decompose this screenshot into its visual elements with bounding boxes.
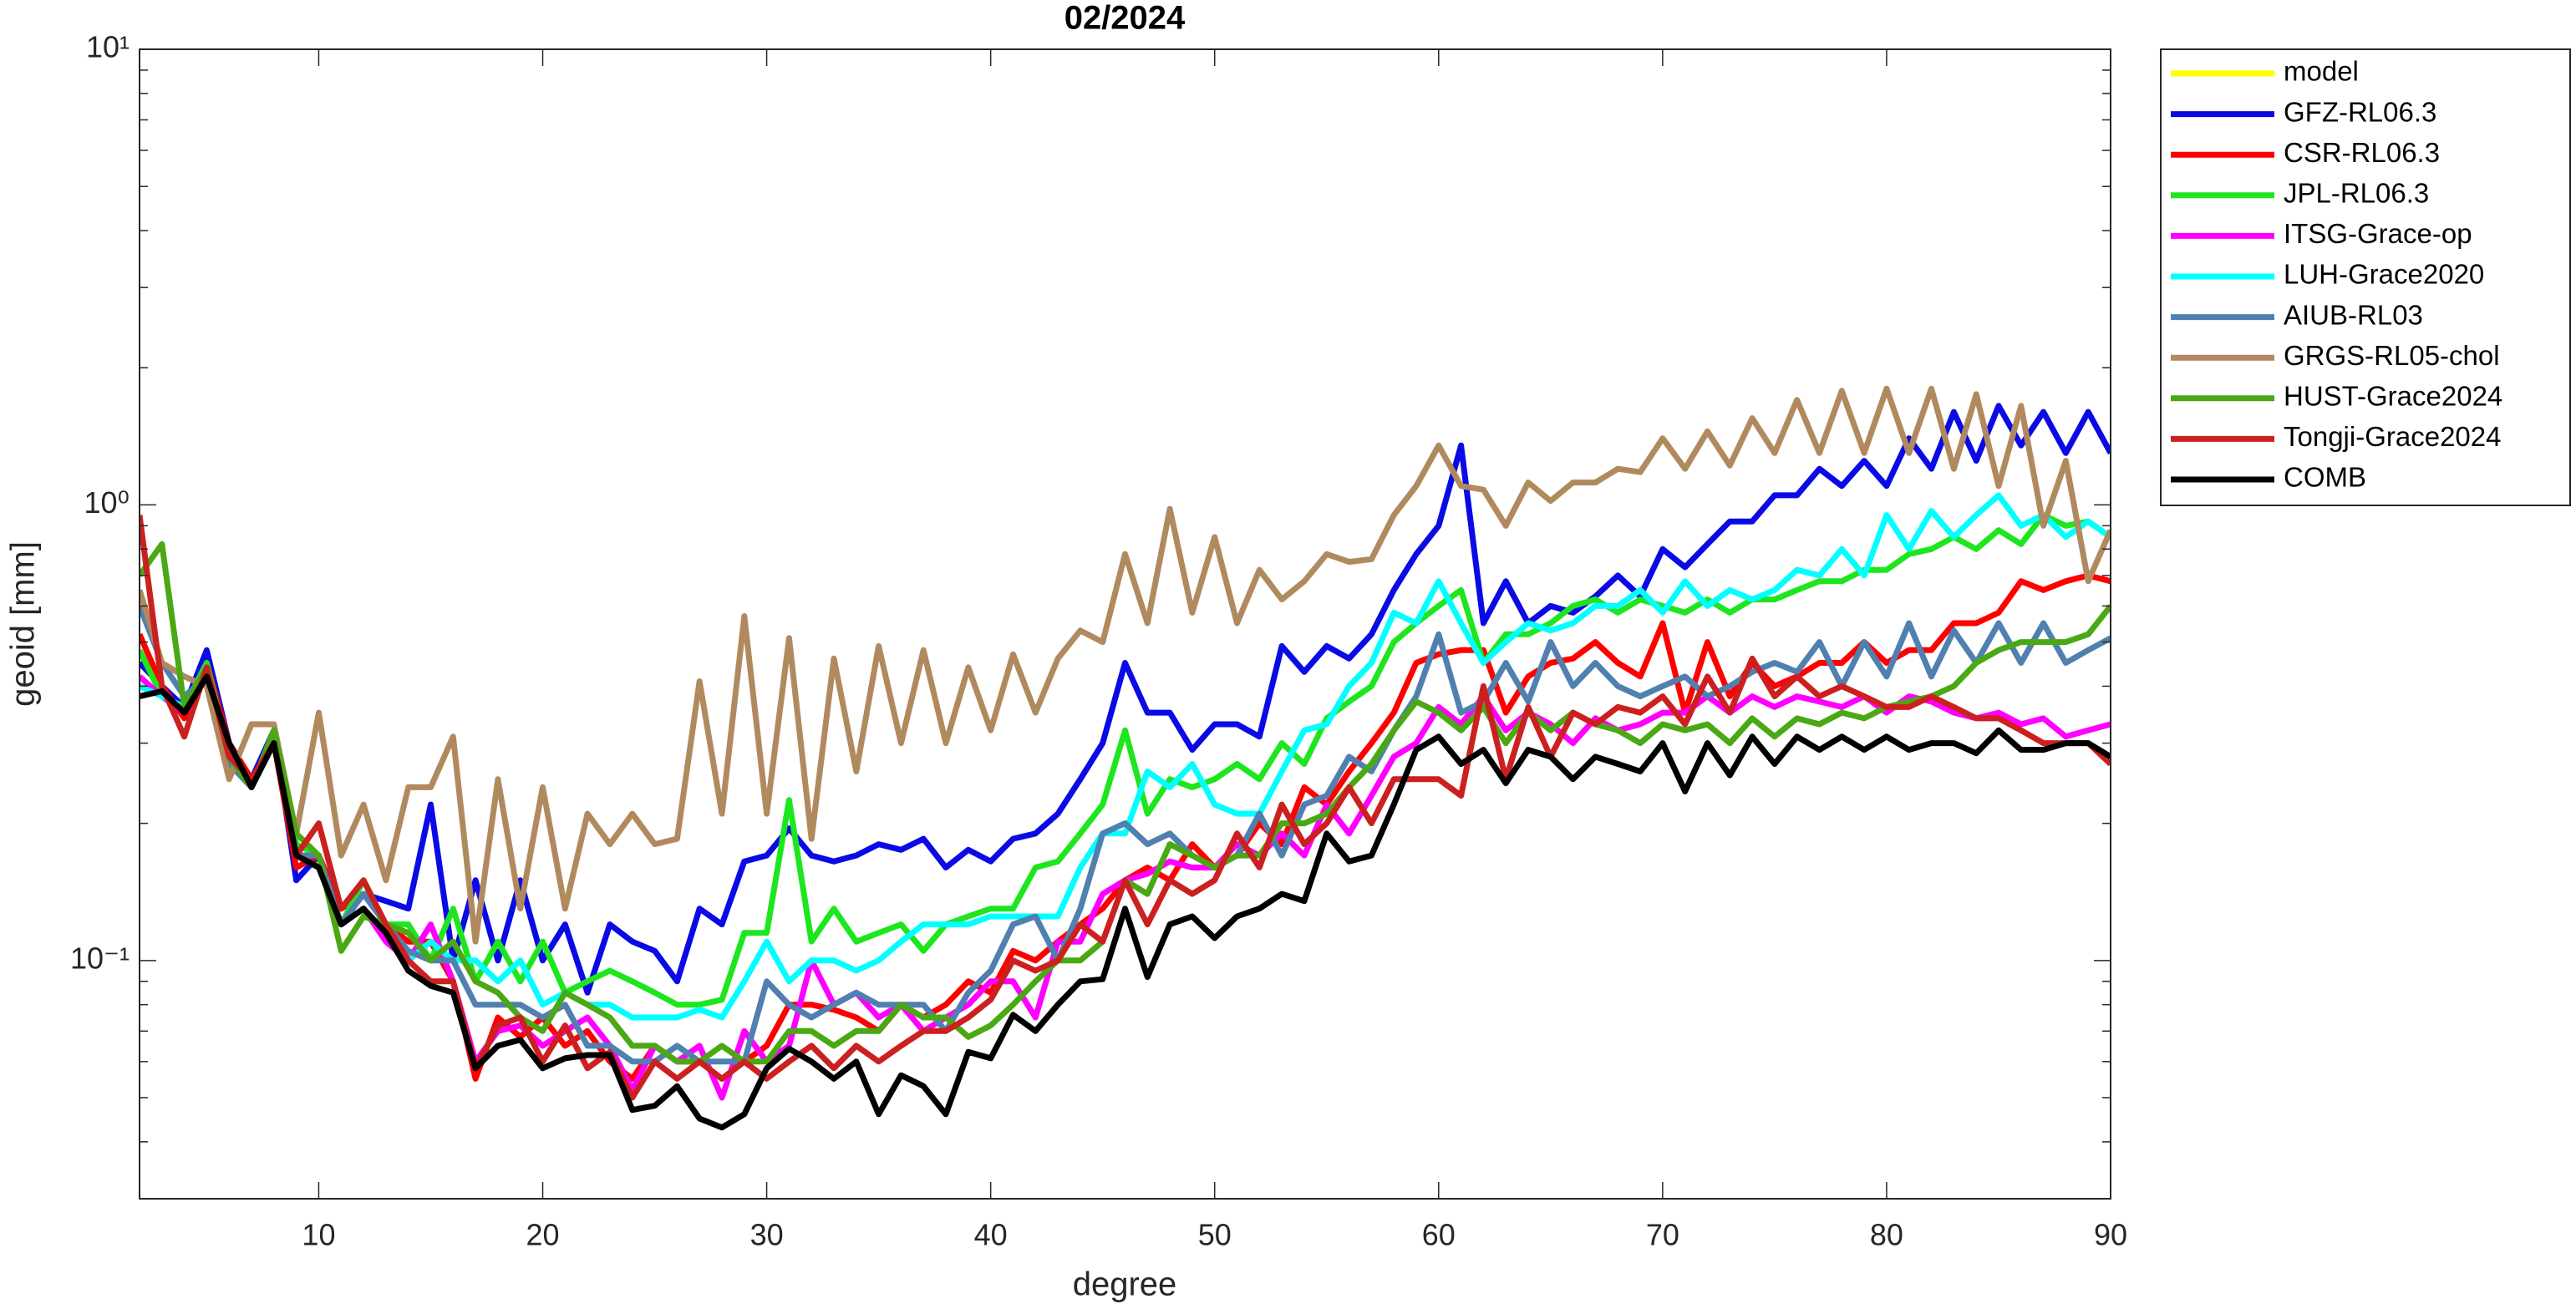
series-line: [140, 605, 2111, 1065]
x-tick-label: 90: [2094, 1218, 2127, 1252]
x-tick-label: 60: [1422, 1218, 1456, 1252]
x-tick-label: 30: [750, 1218, 784, 1252]
x-tick-label: 70: [1646, 1218, 1679, 1252]
x-tick-label: 10: [302, 1218, 335, 1252]
legend-label: CSR-RL06.3: [2284, 137, 2440, 168]
legend-label: GFZ-RL06.3: [2284, 96, 2436, 127]
legend-label: JPL-RL06.3: [2284, 178, 2429, 209]
y-axis-label: geoid [mm]: [5, 541, 42, 707]
axes-box: [139, 48, 2111, 1200]
y-tick-label: 10¹: [86, 30, 130, 64]
series-line: [140, 492, 2111, 1021]
legend-label: Tongji-Grace2024: [2284, 421, 2502, 452]
legend-label: LUH-Grace2020: [2284, 259, 2484, 290]
x-tick-label: 80: [1870, 1218, 1903, 1252]
series-line: [140, 512, 2111, 1008]
y-tick-label: 10⁰: [84, 485, 130, 520]
x-axis-label: degree: [1073, 1266, 1177, 1303]
x-tick-label: 20: [526, 1218, 559, 1252]
x-tick-label: 40: [974, 1218, 1008, 1252]
x-tick-label: 50: [1198, 1218, 1232, 1252]
legend-label: COMB: [2284, 462, 2366, 493]
y-tick-label: 10⁻¹: [70, 941, 130, 975]
chart-title: 02/2024: [1064, 0, 1186, 37]
legend-label: GRGS-RL05-chol: [2284, 340, 2500, 371]
plot-lines: [140, 385, 2111, 1131]
legend-label: HUST-Grace2024: [2284, 381, 2502, 412]
legend-label: AIUB-RL03: [2284, 299, 2423, 330]
legend-label: model: [2284, 56, 2359, 87]
series-line: [140, 385, 2111, 945]
series-line: [140, 403, 2111, 996]
series-line: [140, 673, 2111, 1131]
legend-label: ITSG-Grace-op: [2284, 218, 2472, 249]
